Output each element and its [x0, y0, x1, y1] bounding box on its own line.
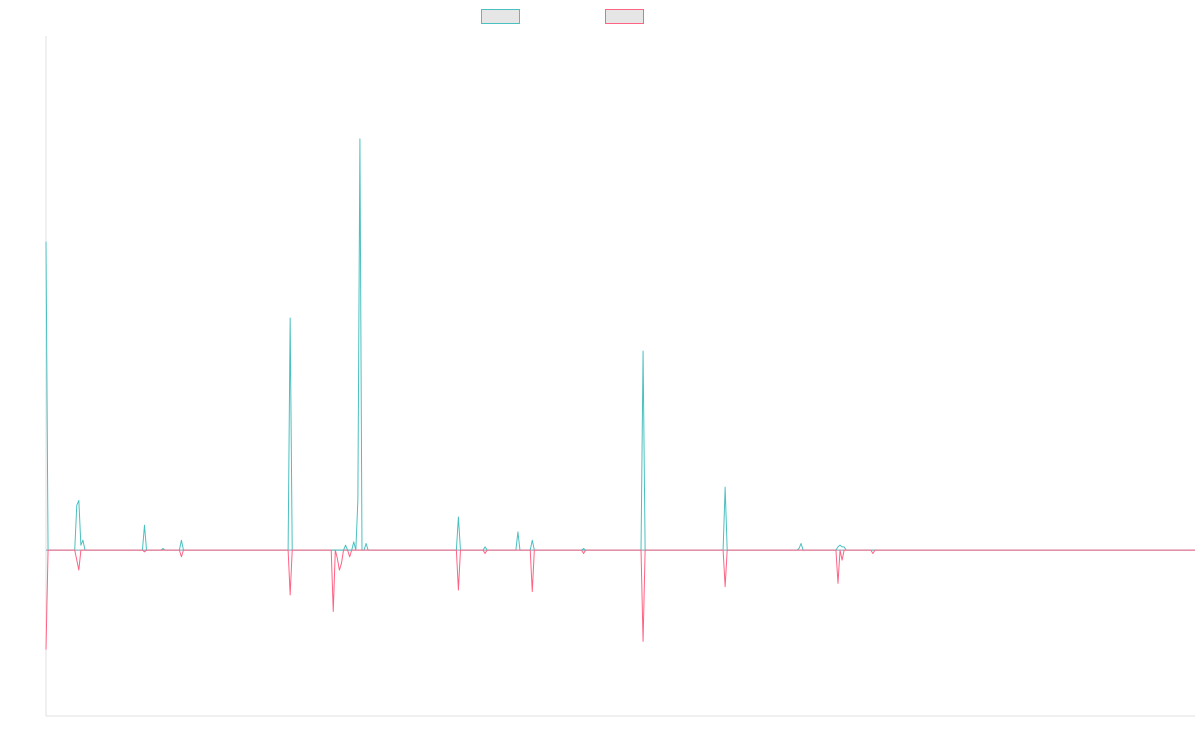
- legend-swatch-series-2[interactable]: [605, 9, 644, 24]
- series-layer: [45, 138, 1195, 650]
- series-line-2: [45, 549, 1195, 650]
- series-line-1: [45, 138, 1195, 551]
- legend-swatch-series-1[interactable]: [481, 9, 520, 24]
